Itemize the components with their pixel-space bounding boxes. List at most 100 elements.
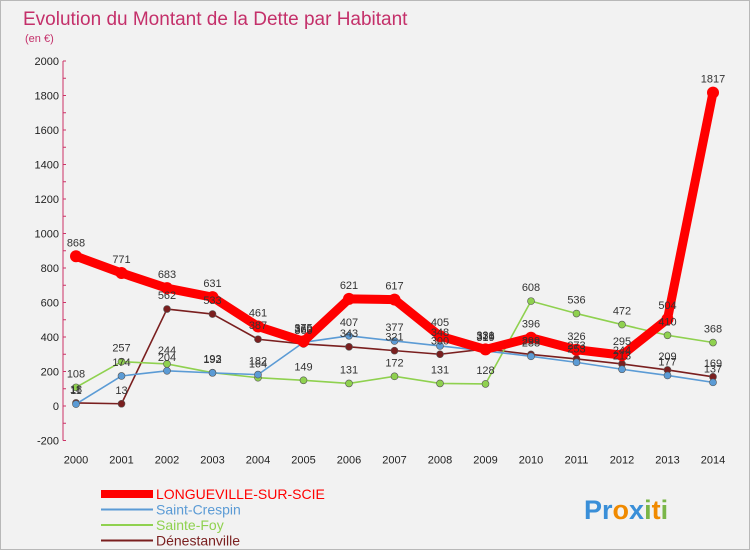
data-point (436, 342, 444, 350)
logo-letter: o (613, 495, 630, 525)
data-label: 204 (158, 352, 176, 364)
data-point (117, 399, 126, 408)
data-point (390, 337, 399, 345)
x-tick-label: 2008 (428, 455, 452, 467)
data-label: 536 (567, 295, 585, 307)
data-label: 174 (112, 357, 130, 369)
data-label: 128 (476, 365, 494, 377)
data-point (527, 352, 535, 361)
data-label: 396 (522, 319, 540, 331)
data-point (163, 305, 171, 313)
data-point (663, 371, 672, 380)
data-point (72, 400, 80, 408)
data-point (345, 343, 353, 351)
data-point (208, 369, 217, 377)
data-point (206, 291, 219, 304)
data-label: 172 (385, 357, 403, 369)
x-tick-label: 2010 (519, 455, 543, 467)
data-label: 608 (522, 282, 540, 294)
data-label: 343 (340, 328, 358, 340)
legend-label: Saint-Crespin (156, 502, 241, 518)
data-point (70, 250, 82, 263)
data-point (163, 367, 171, 375)
data-label: 18 (70, 384, 82, 396)
data-point (434, 330, 446, 343)
logo-letter: i (661, 495, 669, 525)
y-tick-label: 600 (41, 298, 59, 310)
data-point (663, 331, 672, 340)
data-point (254, 335, 262, 344)
data-label: 771 (112, 254, 130, 266)
data-label: 273 (567, 340, 585, 352)
y-tick-label: 1200 (35, 194, 59, 206)
x-tick-label: 2000 (64, 455, 88, 467)
data-label: 244 (613, 345, 631, 357)
data-label: 209 (658, 351, 676, 363)
data-label: 368 (704, 324, 722, 336)
data-label: 131 (431, 364, 449, 376)
data-point (479, 343, 492, 356)
x-tick-label: 2002 (155, 455, 179, 467)
logo-letter: x (629, 495, 644, 525)
y-tick-label: 200 (41, 367, 59, 379)
data-point (388, 293, 401, 306)
data-label: 405 (431, 317, 449, 329)
data-label: 407 (340, 317, 358, 329)
data-label: 533 (203, 295, 221, 307)
data-label: 410 (658, 316, 676, 328)
series-0 (70, 86, 719, 362)
legend-label: Dénestanville (156, 533, 240, 549)
x-tick-label: 2012 (610, 455, 634, 467)
data-point (72, 383, 80, 392)
data-label: 377 (385, 322, 403, 334)
logo-letter: t (652, 495, 661, 525)
logo-letter: r (602, 495, 613, 525)
labels-3: 18 13 562 533 387 360 343 321 300 331 299 273 244 209… (70, 290, 722, 397)
x-tick-label: 2005 (291, 455, 315, 467)
x-tick-label: 2009 (473, 455, 497, 467)
chart-title: Evolution du Montant de la Dette par Hab… (23, 9, 408, 30)
x-tick-label: 2006 (337, 455, 361, 467)
data-point (390, 372, 399, 381)
y-tick-label: 1800 (35, 91, 59, 103)
data-label: 387 (249, 320, 267, 332)
data-label: 11 (70, 385, 81, 397)
x-tick-label: 2004 (246, 455, 270, 467)
data-point (252, 320, 264, 333)
x-tick-label: 2013 (655, 455, 679, 467)
data-label: 257 (112, 343, 130, 355)
x-tick-label: 2007 (382, 455, 406, 467)
data-point (345, 331, 353, 340)
data-point (618, 320, 626, 329)
data-point (299, 376, 308, 385)
chart-subtitle: (en €) (25, 33, 54, 45)
data-point (572, 309, 581, 318)
data-point (661, 313, 674, 326)
data-label: 683 (158, 269, 176, 281)
data-point (117, 357, 126, 366)
data-point (709, 338, 717, 347)
data-label: 164 (249, 359, 267, 371)
data-label: 213 (613, 350, 631, 362)
data-label: 375 (294, 322, 312, 334)
data-label: 326 (567, 331, 585, 343)
data-label: 461 (249, 307, 267, 319)
data-point (117, 372, 126, 380)
labels-1: 11 174 204 192 182 369 407 377 348 319 288 253 213 17… (70, 317, 722, 397)
data-label: 621 (340, 280, 358, 292)
legend-label: LONGUEVILLE-SUR-SCIE (156, 486, 325, 502)
data-point (572, 358, 581, 367)
proxiti-logo: Proxiti (584, 495, 668, 525)
data-point (707, 86, 719, 99)
data-label: 328 (476, 330, 494, 342)
y-tick-label: 1600 (35, 125, 59, 137)
y-tick-label: 1400 (35, 160, 59, 172)
data-point (616, 349, 628, 362)
data-label: 177 (658, 356, 676, 368)
data-label: 149 (294, 361, 312, 373)
data-point (525, 331, 537, 344)
data-label: 504 (658, 300, 676, 312)
data-label: 360 (294, 325, 312, 337)
